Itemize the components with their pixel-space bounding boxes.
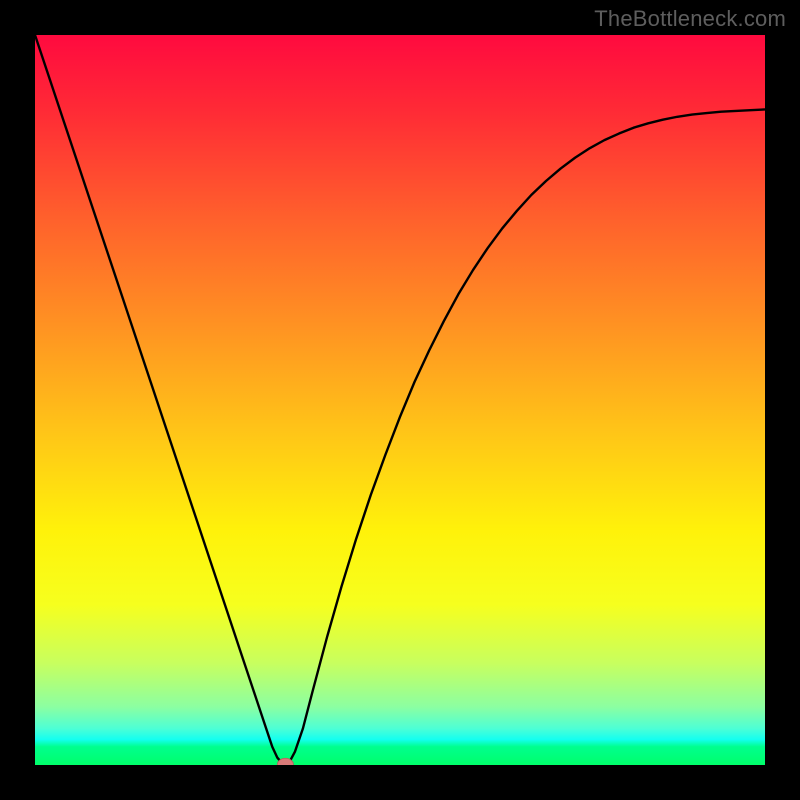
chart-frame: TheBottleneck.com [0, 0, 800, 800]
watermark-text: TheBottleneck.com [594, 6, 786, 32]
bottleneck-line-chart [35, 35, 765, 765]
gradient-background [35, 35, 765, 765]
plot-area [35, 35, 765, 765]
